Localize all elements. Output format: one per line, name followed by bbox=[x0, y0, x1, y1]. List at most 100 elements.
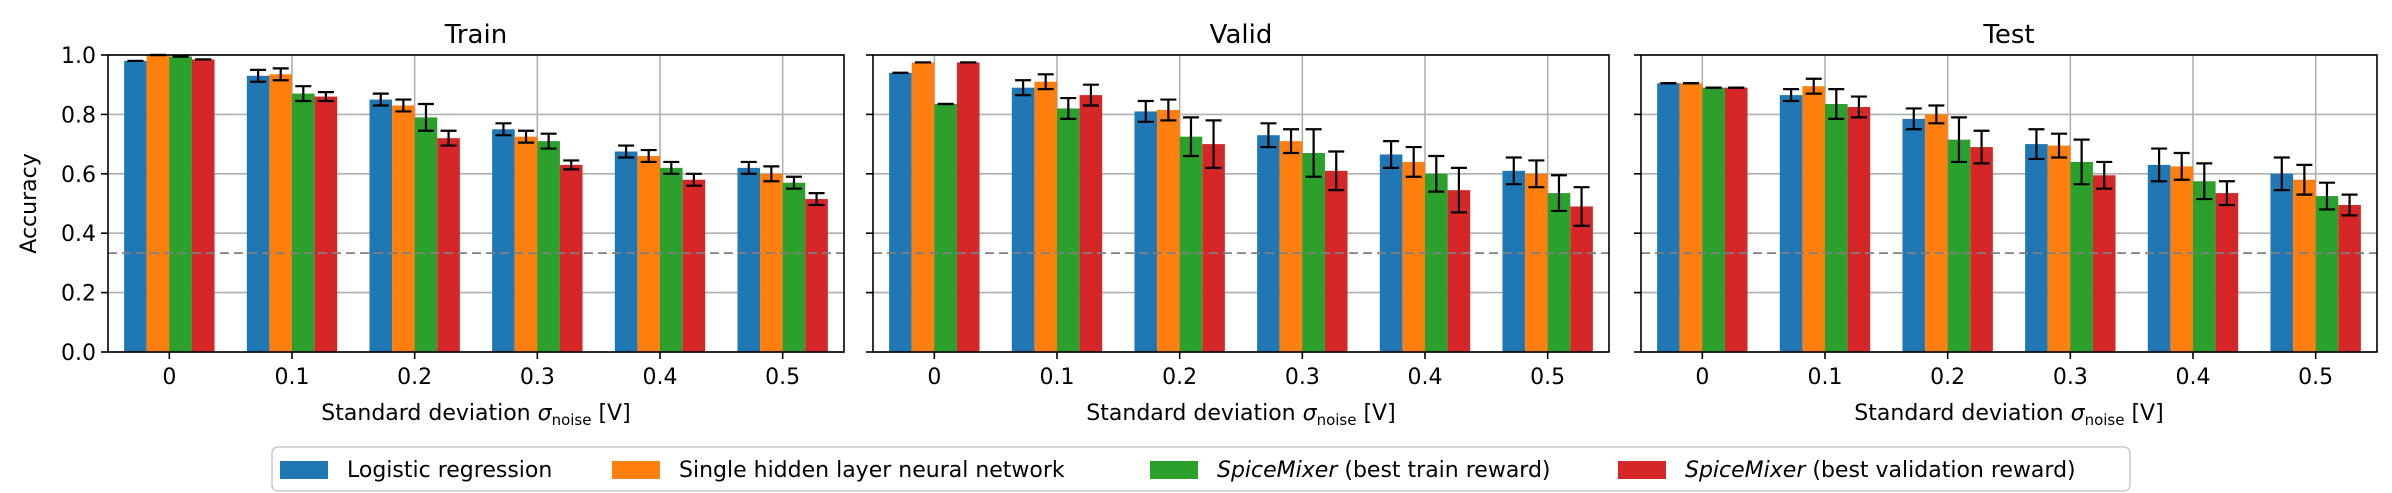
error-bar bbox=[763, 165, 780, 183]
bar bbox=[2193, 181, 2216, 352]
gridlines bbox=[873, 54, 1609, 353]
panel-train: 0.0 0.2 0.4 0.6 0.8 1.0 0 0.1 0.2 0.3 0.4 0.5 Train S… bbox=[17, 20, 845, 429]
bar bbox=[1847, 106, 1871, 352]
legend-swatch bbox=[1618, 461, 1666, 479]
y-axis-label: Accuracy bbox=[17, 153, 42, 253]
legend-entry-spicemixer-best-train-reward: SpiceMixer (best train reward) bbox=[1150, 458, 1551, 483]
bar bbox=[934, 104, 957, 352]
bar bbox=[1724, 87, 1748, 353]
x-axis-label: Standard deviation σnoise [V] bbox=[1086, 401, 1395, 429]
bar bbox=[1447, 190, 1471, 352]
series-single-hidden-layer-neural-network bbox=[146, 53, 783, 353]
bar bbox=[2025, 144, 2048, 352]
error-bar bbox=[1850, 95, 1867, 119]
bar bbox=[1402, 161, 1425, 352]
error-bar bbox=[663, 160, 680, 175]
x-tick-label: 0.5 bbox=[765, 365, 800, 390]
bar bbox=[805, 199, 828, 352]
x-axis-label: Standard deviation σnoise [V] bbox=[1854, 401, 2163, 429]
bar bbox=[559, 164, 583, 352]
error-bar bbox=[563, 159, 580, 171]
x-axis-label-subscript: noise bbox=[552, 411, 592, 429]
series-logistic-regression bbox=[1657, 82, 2294, 352]
y-axis: 0.0 0.2 0.4 0.6 0.8 1.0 bbox=[61, 44, 108, 366]
bar bbox=[2338, 204, 2361, 352]
gridlines bbox=[1641, 54, 2377, 353]
x-axis-label-symbol: σ bbox=[538, 401, 553, 426]
error-bar bbox=[1950, 116, 1967, 164]
x-axis-label-text: Standard deviation bbox=[1086, 401, 1302, 426]
bar bbox=[1011, 87, 1035, 353]
bar bbox=[2047, 145, 2071, 352]
panel-test: 0 0.1 0.2 0.3 0.4 0.5 Test Standard deviation σ… bbox=[1634, 20, 2378, 429]
x-tick-label: 0.1 bbox=[1040, 365, 1075, 390]
error-bar bbox=[250, 68, 267, 83]
bar bbox=[1547, 193, 1571, 352]
bar bbox=[1034, 81, 1057, 352]
x-axis: 0 0.1 0.2 0.3 0.4 0.5 bbox=[927, 352, 1565, 390]
bar bbox=[760, 173, 783, 352]
x-tick-label: 0.4 bbox=[2176, 365, 2211, 390]
legend-entry-spicemixer-best-validation-reward: SpiceMixer (best validation reward) bbox=[1618, 458, 2076, 483]
x-tick-label: 0 bbox=[162, 365, 176, 390]
error-bar bbox=[1905, 107, 1922, 131]
error-bar bbox=[2318, 181, 2335, 211]
bar bbox=[682, 179, 706, 352]
error-bar bbox=[2073, 138, 2090, 186]
bar bbox=[1925, 114, 1948, 353]
error-bar bbox=[2296, 163, 2313, 196]
legend: Logistic regression Single hidden layer n… bbox=[271, 446, 2131, 492]
chart-panels: 0.0 0.2 0.4 0.6 0.8 1.0 0 0.1 0.2 0.3 0.4 0.5 Train S… bbox=[17, 20, 2378, 429]
legend-label-italic: SpiceMixer bbox=[1685, 458, 1807, 483]
x-axis-label: Standard deviation σnoise [V] bbox=[321, 401, 630, 429]
y-tick-label: 0.2 bbox=[61, 282, 96, 307]
bar bbox=[269, 74, 292, 353]
error-bar bbox=[1428, 154, 1445, 193]
error-bar bbox=[1060, 96, 1077, 120]
x-tick-label: 0 bbox=[927, 365, 941, 390]
error-bar bbox=[1573, 186, 1590, 227]
error-bar bbox=[2028, 128, 2045, 161]
bar bbox=[314, 96, 338, 352]
x-tick-label: 0.3 bbox=[2053, 365, 2088, 390]
series-logistic-regression bbox=[889, 71, 1526, 353]
bar bbox=[514, 136, 538, 352]
x-tick-label: 0.2 bbox=[397, 365, 432, 390]
bar bbox=[2293, 179, 2316, 352]
bar bbox=[1157, 109, 1180, 352]
bar bbox=[1257, 135, 1280, 352]
error-bar bbox=[640, 148, 657, 164]
x-tick-label: 0.3 bbox=[520, 365, 555, 390]
legend-label: Single hidden layer neural network bbox=[679, 458, 1065, 483]
error-bar bbox=[1328, 150, 1345, 192]
error-bar bbox=[317, 91, 334, 103]
bar bbox=[1502, 170, 1526, 352]
bar bbox=[292, 93, 315, 353]
bar bbox=[369, 99, 393, 352]
error-bar bbox=[540, 132, 557, 150]
panel-title: Test bbox=[1982, 20, 2034, 50]
error-bar bbox=[2051, 132, 2068, 159]
error-bar bbox=[2173, 151, 2190, 181]
series-spicemixer-best-validation-reward bbox=[956, 61, 1593, 353]
bar bbox=[956, 62, 980, 353]
bar bbox=[191, 59, 215, 353]
panel-valid: 0 0.1 0.2 0.3 0.4 0.5 Valid Standard deviation … bbox=[866, 20, 1610, 429]
bar bbox=[1657, 83, 1680, 352]
bar bbox=[1134, 111, 1158, 353]
bar bbox=[2170, 166, 2193, 352]
series-single-hidden-layer-neural-network bbox=[911, 61, 1548, 353]
error-bar bbox=[1528, 159, 1545, 189]
x-axis-label-text: Standard deviation bbox=[1854, 401, 2070, 426]
legend-label: Logistic regression bbox=[347, 458, 552, 483]
x-axis-label-text: Standard deviation bbox=[321, 401, 537, 426]
panel-title: Valid bbox=[1210, 20, 1273, 50]
error-bar bbox=[2341, 193, 2358, 217]
error-bar bbox=[1450, 166, 1467, 214]
x-tick-label: 0.5 bbox=[2298, 365, 2333, 390]
bar bbox=[246, 75, 270, 352]
error-bar bbox=[1205, 119, 1222, 169]
y-tick-label: 0.0 bbox=[61, 341, 96, 366]
bar bbox=[2215, 193, 2239, 352]
legend-label-rest: (best validation reward) bbox=[1805, 458, 2075, 483]
